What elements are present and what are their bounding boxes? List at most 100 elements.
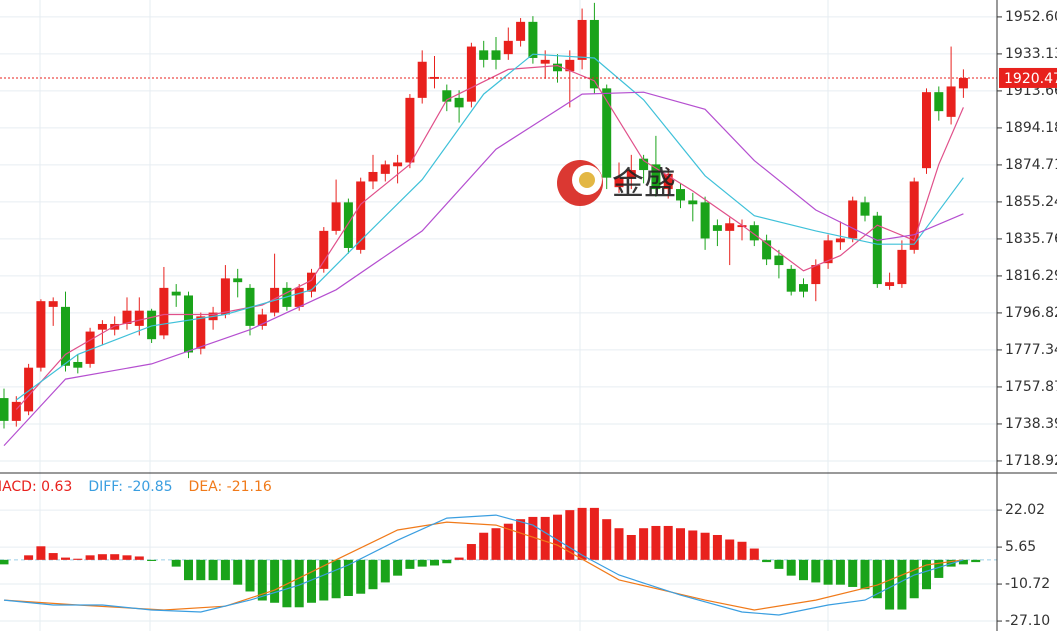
candle-body: [159, 287, 169, 336]
legend-item: MACD: 0.63: [0, 479, 72, 495]
y-tick-label: 1718.92: [1005, 453, 1057, 469]
candle-body: [626, 170, 636, 178]
histogram-bar: [356, 559, 366, 594]
histogram-bar: [442, 559, 452, 564]
candle-body: [909, 181, 919, 250]
histogram-bar: [196, 559, 206, 581]
histogram-bar: [85, 555, 95, 560]
histogram-bar: [97, 554, 107, 560]
histogram-bar: [651, 525, 661, 560]
candle-body: [134, 310, 144, 326]
y-tick-label: 1757.87: [1005, 379, 1057, 395]
candle-body: [516, 21, 526, 41]
histogram-bar: [799, 559, 808, 581]
histogram-bar: [245, 559, 255, 592]
histogram-bar: [737, 541, 747, 560]
candle-body: [257, 314, 267, 326]
histogram-bar: [602, 519, 612, 560]
candle-body: [147, 310, 157, 340]
histogram-bar: [24, 555, 34, 560]
histogram-bar: [848, 559, 858, 587]
watermark: 金盛: [557, 160, 676, 206]
candle-body: [589, 19, 599, 89]
candle-body: [799, 284, 808, 292]
y-tick-label: -10.72: [1005, 576, 1050, 592]
y-tick-label: 1777.34: [1005, 342, 1057, 358]
candle-body: [614, 177, 624, 188]
candle-body: [73, 361, 83, 368]
histogram-bar: [307, 559, 316, 603]
histogram-bar: [774, 559, 784, 569]
histogram-bar: [393, 559, 403, 576]
histogram-bar: [454, 557, 464, 560]
histogram-bar: [885, 559, 895, 610]
histogram-bar: [811, 559, 821, 583]
candle-body: [872, 215, 882, 285]
candle-body: [466, 46, 476, 102]
histogram-bar: [614, 528, 624, 560]
y-tick-label: 1738.39: [1005, 416, 1057, 432]
candle-body: [0, 398, 9, 421]
histogram-bar: [749, 548, 759, 560]
candle-body: [24, 367, 34, 412]
histogram-bar: [233, 559, 243, 585]
histogram-bar: [331, 559, 341, 599]
candle-body: [774, 255, 784, 266]
candle-body: [343, 202, 353, 248]
histogram-bar: [958, 559, 968, 565]
ma-line: [3, 91, 964, 447]
candle-body: [786, 268, 796, 292]
histogram-bar: [270, 559, 280, 603]
histogram-bar: [466, 544, 476, 560]
histogram-bar: [589, 507, 599, 560]
histogram-bar: [0, 559, 9, 565]
y-tick-label: 1835.76: [1005, 231, 1057, 247]
ma-line: [15, 53, 964, 401]
candle-body: [380, 164, 390, 174]
histogram-bar: [73, 558, 83, 560]
y-tick-label: -27.10: [1005, 613, 1050, 629]
histogram-bar: [380, 559, 390, 583]
histogram-bar: [491, 528, 501, 560]
histogram-bar: [872, 559, 882, 599]
candle-body: [356, 181, 366, 250]
candle-body: [430, 76, 439, 79]
histogram-bar: [48, 553, 58, 560]
histogram-bar: [319, 559, 329, 601]
candle-body: [811, 265, 821, 285]
histogram-bar: [553, 514, 562, 560]
candle-body: [11, 401, 21, 421]
histogram-bar: [823, 559, 833, 585]
candle-body: [540, 59, 550, 64]
candle-body: [565, 59, 575, 72]
histogram-bar: [405, 559, 415, 569]
candle-body: [196, 316, 206, 349]
candle-body: [725, 223, 735, 231]
candle-body: [479, 50, 489, 60]
histogram-bar: [909, 559, 919, 599]
candle-body: [602, 88, 612, 178]
candle-body: [405, 97, 415, 163]
histogram-bar: [577, 507, 587, 560]
histogram-bar: [368, 559, 378, 590]
histogram-bar: [835, 559, 845, 585]
histogram-bar: [565, 510, 575, 560]
last-price-box: [999, 67, 1057, 88]
y-tick-label: 1855.24: [1005, 194, 1057, 210]
histogram-bar: [343, 559, 353, 596]
candle-body: [184, 295, 193, 353]
candle-body: [835, 238, 845, 243]
candle-body: [885, 282, 895, 286]
y-tick-label: 1952.60: [1005, 9, 1057, 25]
candle-body: [528, 21, 538, 58]
candle-body: [934, 92, 944, 112]
candle-body: [331, 202, 341, 231]
histogram-bar: [516, 519, 526, 560]
y-tick-label: 1816.29: [1005, 268, 1057, 284]
candle-body: [307, 272, 316, 292]
candle-body: [368, 171, 378, 182]
candle-body: [848, 200, 858, 239]
histogram-bar: [184, 559, 193, 581]
last-price-label: 1920.47: [1004, 71, 1057, 87]
